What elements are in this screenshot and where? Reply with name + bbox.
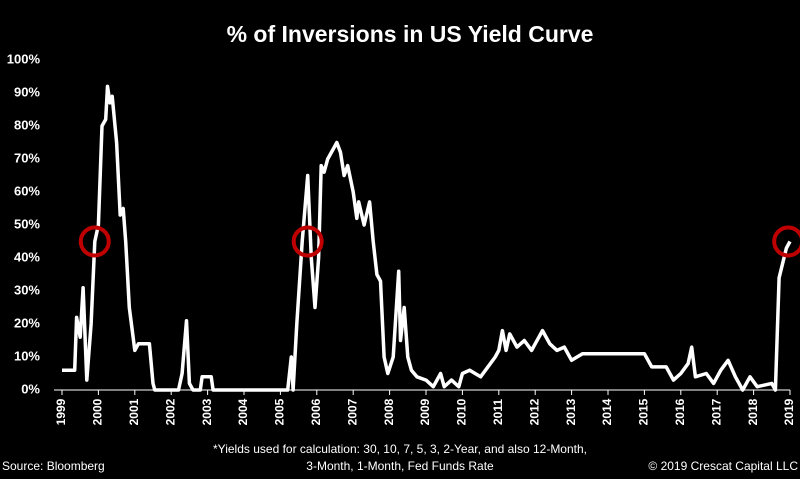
x-tick-label: 2001	[127, 398, 141, 425]
x-tick-label: 2000	[91, 398, 105, 425]
y-tick-label: 70%	[14, 150, 40, 165]
footnote: 3-Month, 1-Month, Fed Funds Rate	[306, 459, 494, 473]
x-tick-label: 2010	[455, 398, 469, 425]
x-tick-label: 2005	[273, 398, 287, 425]
copyright: © 2019 Crescat Capital LLC	[648, 459, 798, 473]
x-tick-label: 2016	[673, 398, 687, 425]
y-tick-label: 90%	[14, 84, 40, 99]
chart-title: % of Inversions in US Yield Curve	[227, 21, 594, 47]
y-tick-label: 10%	[14, 348, 40, 363]
y-tick-label: 0%	[21, 381, 40, 396]
x-tick-label: 2003	[200, 398, 214, 425]
x-tick-label: 1999	[54, 398, 68, 425]
highlight-circle	[78, 225, 111, 258]
source: Source: Bloomberg	[2, 459, 105, 473]
x-tick-label: 2018	[746, 398, 760, 425]
y-tick-label: 100%	[7, 51, 41, 66]
x-tick-label: 2006	[309, 398, 323, 425]
x-tick-label: 2017	[709, 398, 723, 425]
line	[62, 84, 792, 392]
y-tick-label: 50%	[14, 216, 40, 231]
y-tick-label: 30%	[14, 282, 40, 297]
x-tick-label: 2012	[527, 398, 541, 425]
y-tick-label: 40%	[14, 249, 40, 264]
y-tick-label: 80%	[14, 117, 40, 132]
x-tick-label: 2004	[236, 398, 250, 425]
x-tick-label: 2002	[163, 398, 177, 425]
x-tick-label: 2007	[345, 398, 359, 425]
x-tick-label: 2015	[637, 398, 651, 425]
footnote: *Yields used for calculation: 30, 10, 7,…	[213, 442, 587, 456]
x-tick-label: 2011	[491, 399, 505, 425]
highlight-circle	[291, 225, 324, 258]
y-tick-label: 60%	[14, 183, 40, 198]
x-tick-label: 2013	[564, 398, 578, 425]
x-tick-label: 2009	[418, 398, 432, 425]
y-tick-label: 20%	[14, 315, 40, 330]
x-tick-label: 2019	[782, 398, 796, 425]
highlight-circle	[772, 225, 800, 258]
x-tick-label: 2014	[600, 398, 614, 425]
x-tick-label: 2008	[382, 398, 396, 425]
